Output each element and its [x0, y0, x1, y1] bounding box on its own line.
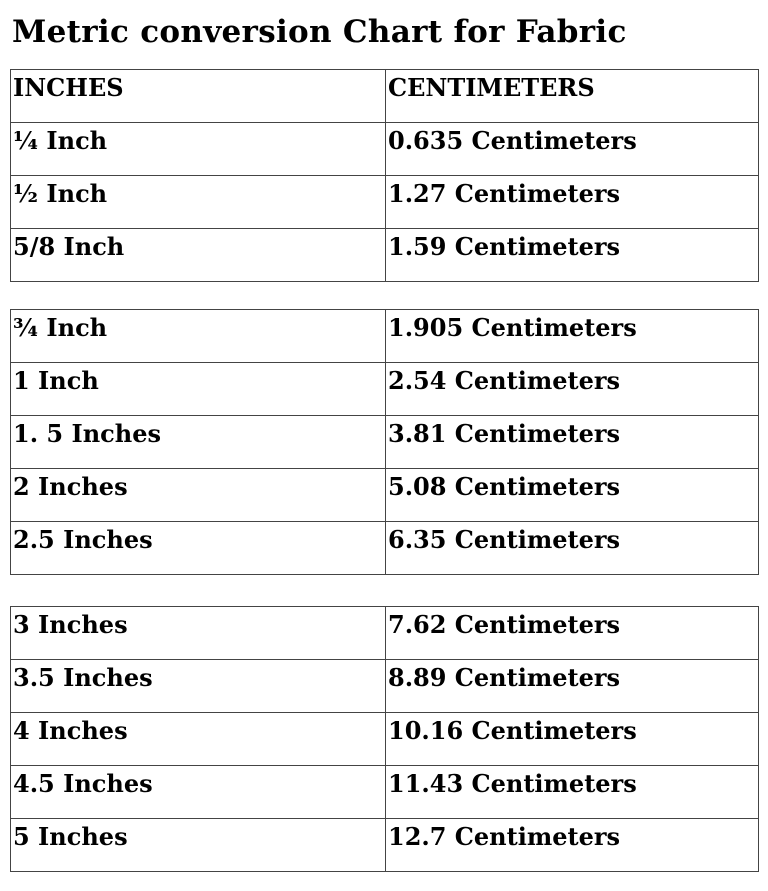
- inches-cell: 4 Inches: [10, 712, 386, 766]
- cm-cell: 0.635 Centimeters: [385, 122, 759, 176]
- inches-cell: ½ Inch: [10, 175, 386, 229]
- cm-cell: 7.62 Centimeters: [385, 606, 759, 660]
- conversion-table-3: 3 Inches 7.62 Centimeters 3.5 Inches 8.89 …: [10, 606, 759, 872]
- inches-cell: 5/8 Inch: [10, 228, 386, 282]
- inches-cell: 5 Inches: [10, 818, 386, 872]
- table-header-row: INCHES CENTIMETERS: [10, 69, 759, 123]
- inches-cell: ¾ Inch: [10, 309, 386, 363]
- inches-cell: 1 Inch: [10, 362, 386, 416]
- inches-cell: 2 Inches: [10, 468, 386, 522]
- table-row: 4.5 Inches 11.43 Centimeters: [10, 765, 759, 819]
- cm-cell: 1.905 Centimeters: [385, 309, 759, 363]
- table-row: 3.5 Inches 8.89 Centimeters: [10, 659, 759, 713]
- cm-cell: 2.54 Centimeters: [385, 362, 759, 416]
- inches-cell: 3.5 Inches: [10, 659, 386, 713]
- table-row: 3 Inches 7.62 Centimeters: [10, 606, 759, 660]
- cm-cell: 3.81 Centimeters: [385, 415, 759, 469]
- inches-cell: 3 Inches: [10, 606, 386, 660]
- cm-cell: 1.59 Centimeters: [385, 228, 759, 282]
- table-row: 5 Inches 12.7 Centimeters: [10, 818, 759, 872]
- conversion-table-1: INCHES CENTIMETERS ¼ Inch 0.635 Centimete…: [10, 69, 759, 282]
- cm-cell: 10.16 Centimeters: [385, 712, 759, 766]
- table-row: 1. 5 Inches 3.81 Centimeters: [10, 415, 759, 469]
- conversion-table-2: ¾ Inch 1.905 Centimeters 1 Inch 2.54 Centi…: [10, 309, 759, 575]
- table-row: ¼ Inch 0.635 Centimeters: [10, 122, 759, 176]
- cm-cell: 1.27 Centimeters: [385, 175, 759, 229]
- header-inches: INCHES: [10, 69, 386, 123]
- inches-cell: 2.5 Inches: [10, 521, 386, 575]
- cm-cell: 8.89 Centimeters: [385, 659, 759, 713]
- table-row: ¾ Inch 1.905 Centimeters: [10, 309, 759, 363]
- inches-cell: 4.5 Inches: [10, 765, 386, 819]
- table-row: ½ Inch 1.27 Centimeters: [10, 175, 759, 229]
- header-centimeters: CENTIMETERS: [385, 69, 759, 123]
- cm-cell: 12.7 Centimeters: [385, 818, 759, 872]
- inches-cell: ¼ Inch: [10, 122, 386, 176]
- table-row: 1 Inch 2.54 Centimeters: [10, 362, 759, 416]
- cm-cell: 5.08 Centimeters: [385, 468, 759, 522]
- cm-cell: 6.35 Centimeters: [385, 521, 759, 575]
- page-title: Metric conversion Chart for Fabric: [12, 14, 627, 50]
- table-row: 2.5 Inches 6.35 Centimeters: [10, 521, 759, 575]
- table-row: 4 Inches 10.16 Centimeters: [10, 712, 759, 766]
- table-row: 5/8 Inch 1.59 Centimeters: [10, 228, 759, 282]
- inches-cell: 1. 5 Inches: [10, 415, 386, 469]
- cm-cell: 11.43 Centimeters: [385, 765, 759, 819]
- table-row: 2 Inches 5.08 Centimeters: [10, 468, 759, 522]
